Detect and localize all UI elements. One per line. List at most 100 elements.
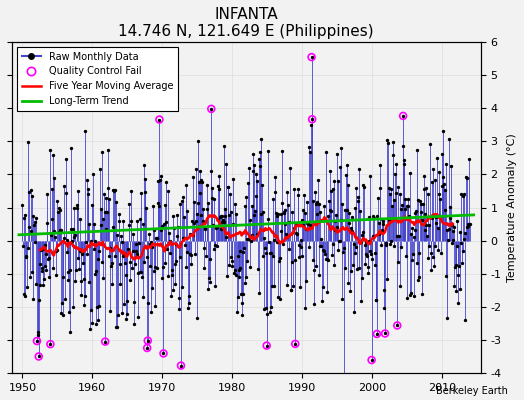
Point xyxy=(288,209,297,216)
Point xyxy=(258,209,267,216)
Point xyxy=(228,262,236,269)
Point xyxy=(26,187,35,193)
Point xyxy=(405,213,413,219)
Legend: Raw Monthly Data, Quality Control Fail, Five Year Moving Average, Long-Term Tren: Raw Monthly Data, Quality Control Fail, … xyxy=(17,47,178,111)
Point xyxy=(235,267,243,274)
Point xyxy=(49,152,58,158)
Point xyxy=(78,249,86,256)
Point xyxy=(383,276,391,282)
Point xyxy=(247,203,256,210)
Point xyxy=(178,198,187,204)
Point xyxy=(34,329,42,335)
Point xyxy=(460,236,468,242)
Point xyxy=(304,221,312,228)
Point xyxy=(24,245,32,251)
Point xyxy=(207,106,215,112)
Point xyxy=(35,353,43,360)
Point xyxy=(440,207,449,213)
Point xyxy=(423,255,432,261)
Point xyxy=(434,224,442,231)
Point xyxy=(215,186,223,192)
Point xyxy=(79,260,87,266)
Point xyxy=(464,222,472,229)
Point xyxy=(412,146,421,153)
Point xyxy=(257,136,266,142)
Point xyxy=(379,220,387,227)
Point xyxy=(170,224,178,231)
Point xyxy=(423,232,431,239)
Point xyxy=(272,210,280,216)
Point xyxy=(445,136,453,142)
Point xyxy=(337,296,346,303)
Point xyxy=(355,166,364,172)
Point xyxy=(240,245,248,252)
Point xyxy=(191,251,199,258)
Point xyxy=(123,311,131,317)
Point xyxy=(291,341,299,347)
Point xyxy=(154,200,162,206)
Point xyxy=(308,116,316,122)
Point xyxy=(39,282,48,288)
Point xyxy=(73,205,81,212)
Point xyxy=(138,294,147,300)
Point xyxy=(236,264,245,271)
Point xyxy=(311,188,319,195)
Point xyxy=(72,267,80,273)
Point xyxy=(320,248,329,254)
Point xyxy=(280,207,289,214)
Point xyxy=(45,274,53,280)
Point xyxy=(64,277,73,283)
Point xyxy=(294,192,302,198)
Point xyxy=(153,235,161,242)
Point xyxy=(41,266,50,273)
Point xyxy=(446,215,454,222)
Point xyxy=(369,233,378,239)
Point xyxy=(99,275,107,282)
Point xyxy=(438,151,446,157)
Point xyxy=(341,206,350,213)
Point xyxy=(154,178,162,184)
Point xyxy=(394,184,402,190)
Point xyxy=(233,309,241,316)
Point xyxy=(196,212,205,218)
Point xyxy=(303,220,312,226)
Point xyxy=(84,186,92,192)
Point xyxy=(278,200,287,207)
Point xyxy=(142,205,150,212)
Point xyxy=(272,212,281,219)
Point xyxy=(290,256,299,263)
Point xyxy=(204,286,213,292)
Point xyxy=(248,232,256,239)
Point xyxy=(339,249,347,255)
Point xyxy=(354,194,363,200)
Point xyxy=(161,179,170,185)
Point xyxy=(212,225,220,231)
Point xyxy=(207,106,215,112)
Point xyxy=(213,224,221,231)
Point xyxy=(277,228,286,235)
Point xyxy=(230,221,238,227)
Point xyxy=(392,160,400,167)
Point xyxy=(293,231,301,237)
Point xyxy=(28,193,36,199)
Point xyxy=(125,221,133,228)
Point xyxy=(296,284,304,290)
Point xyxy=(327,188,335,194)
Point xyxy=(262,305,270,312)
Point xyxy=(30,222,38,228)
Point xyxy=(56,207,64,214)
Text: Berkeley Earth: Berkeley Earth xyxy=(436,386,508,396)
Point xyxy=(337,216,345,223)
Point xyxy=(453,217,461,224)
Point xyxy=(42,190,51,197)
Point xyxy=(451,264,459,270)
Point xyxy=(96,166,104,172)
Point xyxy=(373,212,381,219)
Point xyxy=(406,292,414,298)
Point xyxy=(295,242,303,248)
Point xyxy=(453,243,462,250)
Point xyxy=(97,149,106,155)
Point xyxy=(231,267,239,274)
Point xyxy=(352,244,361,250)
Point xyxy=(298,253,307,260)
